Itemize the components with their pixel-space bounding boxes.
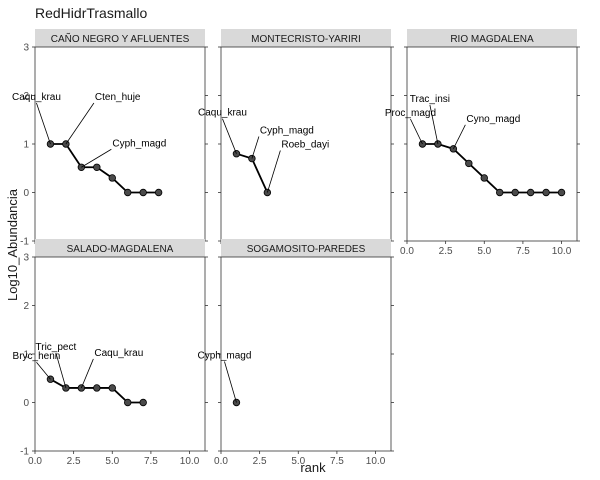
x-tick-label: 2.5	[67, 456, 81, 467]
x-tick-label: 10.0	[552, 246, 572, 257]
y-tick-label: 3	[23, 43, 29, 54]
facet-strip-label: RIO MAGDALENA	[450, 34, 534, 45]
point-label: Caqu_krau	[198, 108, 247, 119]
x-tick-label: 5.0	[291, 456, 305, 467]
facet-strip-label: CAÑO NEGRO Y AFLUENTES	[51, 32, 190, 45]
point-label: Caqu_krau	[12, 92, 61, 103]
data-point	[124, 188, 132, 197]
point-label: Cyno_magd	[466, 114, 520, 125]
data-point	[77, 384, 86, 392]
data-point	[77, 163, 86, 171]
data-point	[154, 188, 163, 197]
data-point	[542, 188, 550, 197]
facet-strip	[35, 239, 205, 257]
point-label: Tric_pect	[36, 342, 77, 353]
facet-panels: CAÑO NEGRO Y AFLUENTES -1 0 1 2 3 Caqu_krau Cte…	[12, 29, 580, 467]
point-label: Bryc_henn	[13, 351, 61, 362]
facet-panel: SOGAMOSITO-PAREDES 0.0 2.5 5.0 7.5 10.0 Cyph_m…	[197, 239, 394, 467]
y-tick-label: -1	[20, 447, 29, 458]
data-point	[418, 140, 427, 148]
data-point	[139, 188, 147, 197]
point-label: Cyph_magd	[112, 138, 166, 149]
x-tick-label: 2.5	[253, 456, 267, 467]
facet-strip	[407, 29, 577, 47]
x-tick-label: 7.5	[144, 456, 158, 467]
point-label: Cyph_magd	[197, 351, 251, 362]
facet-strip-label: SOGAMOSITO-PAREDES	[247, 244, 366, 255]
y-tick-label: -1	[20, 237, 29, 248]
chart-title: RedHidrTrasmallo	[35, 5, 148, 21]
y-tick-label: 2	[23, 91, 29, 102]
data-point	[496, 188, 504, 197]
facet-strip-label: SALADO-MAGDALENA	[67, 244, 174, 255]
x-tick-label: 7.5	[516, 246, 530, 257]
label-leader-line	[251, 136, 260, 159]
y-tick-label: 1	[23, 350, 29, 361]
data-point	[124, 398, 132, 407]
facet-strip	[35, 29, 205, 47]
label-leader-line	[429, 104, 439, 145]
data-point	[93, 163, 101, 171]
facet-strip	[221, 239, 391, 257]
facet-panel: MONTECRISTO-YARIRI Caqu_krau Cyph_magd Roeb…	[198, 29, 394, 244]
y-tick-label: 0	[23, 398, 29, 409]
y-tick-label: 1	[23, 140, 29, 151]
label-leader-line	[224, 361, 237, 403]
point-label: Caqu_krau	[94, 348, 143, 359]
label-leader-line	[65, 102, 95, 145]
label-leader-line	[222, 118, 237, 154]
label-leader-line	[266, 150, 281, 193]
facet-panel: CAÑO NEGRO Y AFLUENTES -1 0 1 2 3 Caqu_krau Cte…	[12, 29, 208, 248]
panel-border	[220, 256, 392, 452]
label-leader-line	[36, 102, 51, 145]
x-tick-label: 5.0	[477, 246, 491, 257]
facet-strip-label: MONTECRISTO-YARIRI	[251, 34, 361, 45]
facet-panel: SALADO-MAGDALENA -1 0 1 2 3 0.0 2.5 5.0 7.5 10.0 Br…	[13, 239, 208, 467]
x-tick-label: 0.0	[28, 456, 42, 467]
x-tick-label: 5.0	[105, 456, 119, 467]
point-label: Cyph_magd	[260, 126, 314, 137]
x-tick-label: 10.0	[180, 456, 200, 467]
x-tick-label: 0.0	[214, 456, 228, 467]
label-leader-line	[80, 358, 94, 389]
y-tick-label: 0	[23, 188, 29, 199]
data-point	[511, 188, 519, 197]
point-label: Cten_huje	[95, 92, 141, 103]
data-point	[434, 140, 442, 148]
panel-border	[34, 256, 206, 452]
label-leader-line	[453, 124, 466, 150]
label-leader-line	[81, 148, 112, 168]
point-label: Proc_magd	[385, 108, 436, 119]
data-point	[139, 398, 147, 407]
series-line	[422, 143, 562, 194]
data-point	[557, 188, 566, 197]
facet-panel: RIO MAGDALENA 0.0 2.5 5.0 7.5 10.0 Proc_magd Tr…	[385, 29, 580, 257]
x-axis-label: rank	[300, 460, 326, 475]
x-tick-label: 0.0	[400, 246, 414, 257]
data-point	[108, 384, 116, 392]
data-point	[465, 159, 473, 168]
facet-strip	[221, 29, 391, 47]
y-axis-label: Log10_Abundancia	[5, 188, 20, 301]
point-label: Roeb_dayi	[281, 140, 329, 151]
label-leader-line	[36, 361, 51, 380]
x-tick-label: 10.0	[366, 456, 386, 467]
x-tick-label: 2.5	[439, 246, 453, 257]
data-point	[480, 174, 488, 182]
y-tick-label: 3	[23, 253, 29, 264]
data-point	[108, 174, 116, 182]
x-tick-label: 7.5	[330, 456, 344, 467]
data-point	[526, 188, 535, 197]
label-leader-line	[410, 118, 423, 145]
point-label: Trac_insi	[410, 94, 450, 105]
y-tick-label: 2	[23, 301, 29, 312]
data-point	[93, 384, 101, 392]
label-leader-line	[55, 352, 67, 389]
